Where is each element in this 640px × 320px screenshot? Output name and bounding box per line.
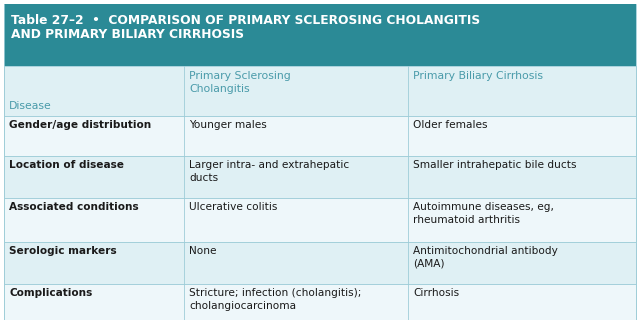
Text: Ulcerative colitis: Ulcerative colitis [189,202,278,212]
Text: Larger intra- and extrahepatic
ducts: Larger intra- and extrahepatic ducts [189,160,349,183]
Text: Stricture; infection (cholangitis);
cholangiocarcinoma: Stricture; infection (cholangitis); chol… [189,288,362,311]
Text: Primary Sclerosing
Cholangitis: Primary Sclerosing Cholangitis [189,71,291,94]
Text: Location of disease: Location of disease [9,160,124,170]
Bar [4,198,636,242]
Text: Younger males: Younger males [189,120,267,130]
Text: Disease: Disease [9,101,52,111]
Text: Gender/age distribution: Gender/age distribution [9,120,151,130]
Text: Antimitochondrial antibody
(AMA): Antimitochondrial antibody (AMA) [413,246,558,269]
Text: None: None [189,246,216,256]
Text: Table 27–2  •  COMPARISON OF PRIMARY SCLEROSING CHOLANGITIS: Table 27–2 • COMPARISON OF PRIMARY SCLER… [11,14,480,27]
Bar [4,156,636,198]
Text: Smaller intrahepatic bile ducts: Smaller intrahepatic bile ducts [413,160,577,170]
Bar [4,116,636,156]
Text: AND PRIMARY BILIARY CIRRHOSIS: AND PRIMARY BILIARY CIRRHOSIS [11,28,244,41]
Bar [4,242,636,284]
Bar [4,284,636,320]
Text: Older females: Older females [413,120,488,130]
Text: Associated conditions: Associated conditions [9,202,139,212]
Bar [4,66,636,116]
Bar [4,4,636,66]
Text: Complications: Complications [9,288,92,298]
Text: Autoimmune diseases, eg,
rheumatoid arthritis: Autoimmune diseases, eg, rheumatoid arth… [413,202,554,225]
Text: Serologic markers: Serologic markers [9,246,116,256]
Text: Primary Biliary Cirrhosis: Primary Biliary Cirrhosis [413,71,543,81]
Text: Cirrhosis: Cirrhosis [413,288,460,298]
